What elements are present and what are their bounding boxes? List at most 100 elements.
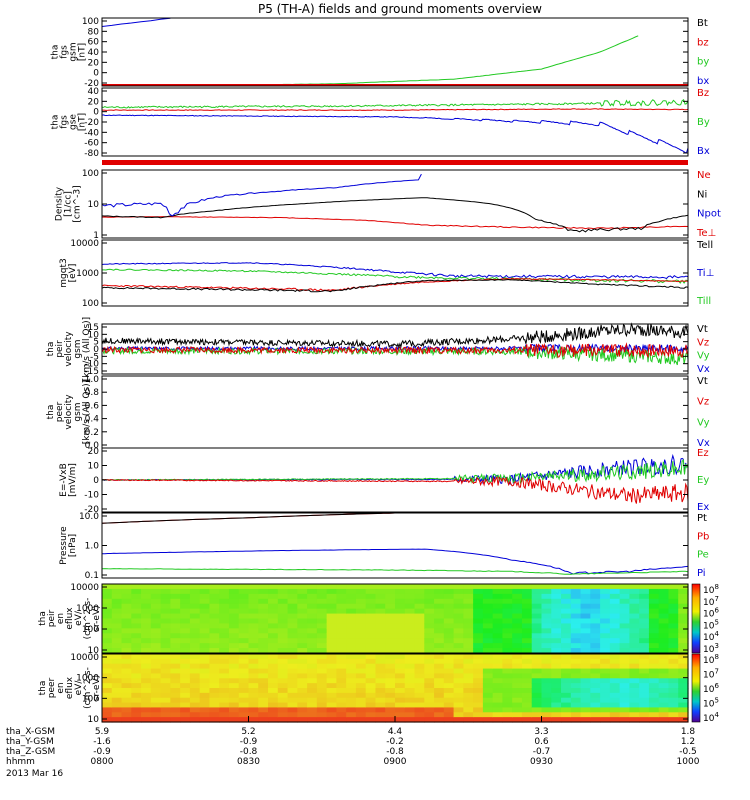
- colorbar-peir_spec: [691, 583, 701, 654]
- series-Ni: [101, 197, 689, 233]
- ytick-label: 15: [88, 323, 99, 333]
- spectrogram-peir_spec: [102, 584, 689, 654]
- series-Ez: [101, 476, 689, 504]
- frame-pressure: [101, 512, 689, 579]
- xaxis-value: 1000: [677, 757, 700, 767]
- ylabel-line: (cm^2-s-: [83, 667, 93, 709]
- ylabel-line: [eV]: [68, 264, 78, 283]
- series-bz: [102, 84, 688, 87]
- ylabel-line: fgs: [59, 45, 69, 59]
- ylabel-line: [1/cc]: [64, 191, 74, 217]
- ylabel-line: tha: [46, 405, 56, 420]
- red-separator-bar: [102, 160, 688, 165]
- legend-Vz: Vz: [697, 337, 709, 348]
- ytick-label: 1.0: [85, 542, 100, 552]
- xaxis-row-label: hhmm: [6, 757, 35, 767]
- date-label: 2013 Mar 16: [6, 769, 63, 779]
- ytick-label: 1000: [76, 604, 99, 614]
- ylabel-line: gsm: [68, 42, 78, 61]
- ytick-label: 100: [82, 694, 99, 704]
- ytick-label: -10: [84, 491, 99, 501]
- ytick-label: 1: [93, 231, 99, 241]
- ytick-label: 60: [88, 38, 100, 48]
- xaxis-value: 1.2: [681, 737, 695, 747]
- ylabel-line: fgs: [59, 115, 69, 129]
- colorbar-label: 107: [703, 595, 719, 608]
- ylabel-line: gsm: [73, 339, 83, 358]
- series-Tperp: [101, 278, 689, 292]
- legend-Till: Till: [696, 296, 711, 307]
- xaxis-value: -0.7: [533, 747, 551, 757]
- ylabel-peir_vel: tha peir velocity gsm [km/s (All Qs)]: [46, 317, 92, 381]
- ytick-label: 0.4: [85, 415, 100, 425]
- panel-density: 100 10 1 Density [1/cc] [cm^-3] Ne Ni Npot Te⊥: [55, 169, 721, 241]
- xaxis-value: 0.6: [534, 737, 549, 747]
- ytick-label: -20: [84, 79, 99, 89]
- ytick-label: 10000: [70, 239, 99, 249]
- legend-by: by: [697, 57, 709, 68]
- legend-Ni: Ni: [697, 189, 707, 200]
- ytick-label: -20: [84, 505, 99, 515]
- legend-bx: bx: [697, 76, 709, 87]
- legend-Vx: Vx: [697, 364, 710, 375]
- ylabel-line: gse: [68, 114, 78, 130]
- series-Tell: [101, 278, 689, 293]
- ytick-label: -80: [84, 149, 99, 159]
- ylabel-line: sr-eV): [92, 675, 102, 701]
- ylabel-line: peer: [47, 677, 57, 698]
- ylabel-line: [mV/m]: [68, 463, 78, 497]
- colorbar-label: 105: [703, 697, 719, 710]
- ytick-label: 10000: [70, 653, 99, 663]
- series-Ti-perp: [101, 262, 689, 280]
- ytick-label: -60: [84, 139, 99, 149]
- ytick-label: 0: [93, 476, 99, 486]
- ylabel-line: eflux: [65, 676, 75, 699]
- xaxis-value: 0930: [530, 757, 553, 767]
- series-Ey: [101, 459, 689, 484]
- xaxis-row-label: tha_Z-GSM: [6, 747, 55, 757]
- legend-bz: bz: [697, 37, 709, 48]
- ylabel-fgs_dsl: tha fgs gse [nT]: [50, 113, 87, 131]
- ylabel-line: [nT]: [77, 113, 87, 131]
- legend-Vt: Vt: [697, 324, 708, 335]
- ytick-label: 0: [93, 108, 99, 118]
- ytick-label: 100: [82, 625, 99, 635]
- series-Vt: [101, 322, 689, 349]
- spectrogram-peer_spec: [102, 654, 689, 723]
- ytick-label: -40: [84, 128, 99, 138]
- xaxis-row-label: tha_Y-GSM: [6, 737, 54, 747]
- colorbar-label: 104: [703, 711, 719, 724]
- ytick-label: 0.1: [85, 571, 99, 581]
- legend-Te⊥: Te⊥: [696, 228, 716, 239]
- legend-Vx: Vx: [697, 438, 710, 449]
- xaxis-value: -0.9: [93, 747, 111, 757]
- ylabel-line: tha: [38, 611, 48, 626]
- ytick-label: 10: [88, 200, 100, 210]
- colorbar-label: 105: [703, 618, 719, 631]
- legend-Vy: Vy: [697, 351, 710, 362]
- ylabel-efield: E=-VxB [mV/m]: [59, 463, 78, 497]
- ytick-label: 10: [88, 462, 100, 472]
- ylabel-line: eflux: [65, 607, 75, 630]
- xaxis-value: 5.2: [241, 727, 255, 737]
- colorbar-label: 107: [703, 668, 719, 681]
- ylabel-line: gsm: [73, 402, 83, 421]
- ylabel-line: Pressure: [59, 526, 69, 565]
- ylabel-line: velocity: [64, 394, 74, 430]
- ylabel-line: (cm^2-s-: [83, 598, 93, 640]
- ylabel-line: eV/: [74, 610, 84, 626]
- colorbar-label: 106: [703, 607, 719, 620]
- ylabel-line: [cm^-3]: [73, 185, 83, 222]
- series-Ne: [101, 216, 689, 230]
- ylabel-line: E=-VxB: [59, 463, 69, 497]
- ytick-label: 10000: [70, 583, 99, 593]
- ylabel-line: peer: [55, 401, 65, 422]
- series-Bx: [101, 114, 689, 154]
- plot-title: P5 (TH-A) fields and ground moments over…: [258, 2, 542, 16]
- legend-By: By: [697, 117, 710, 128]
- legend-Ey: Ey: [697, 475, 709, 486]
- colorbar-label: 103: [703, 642, 719, 655]
- ylabel-line: mgqt3: [59, 258, 69, 287]
